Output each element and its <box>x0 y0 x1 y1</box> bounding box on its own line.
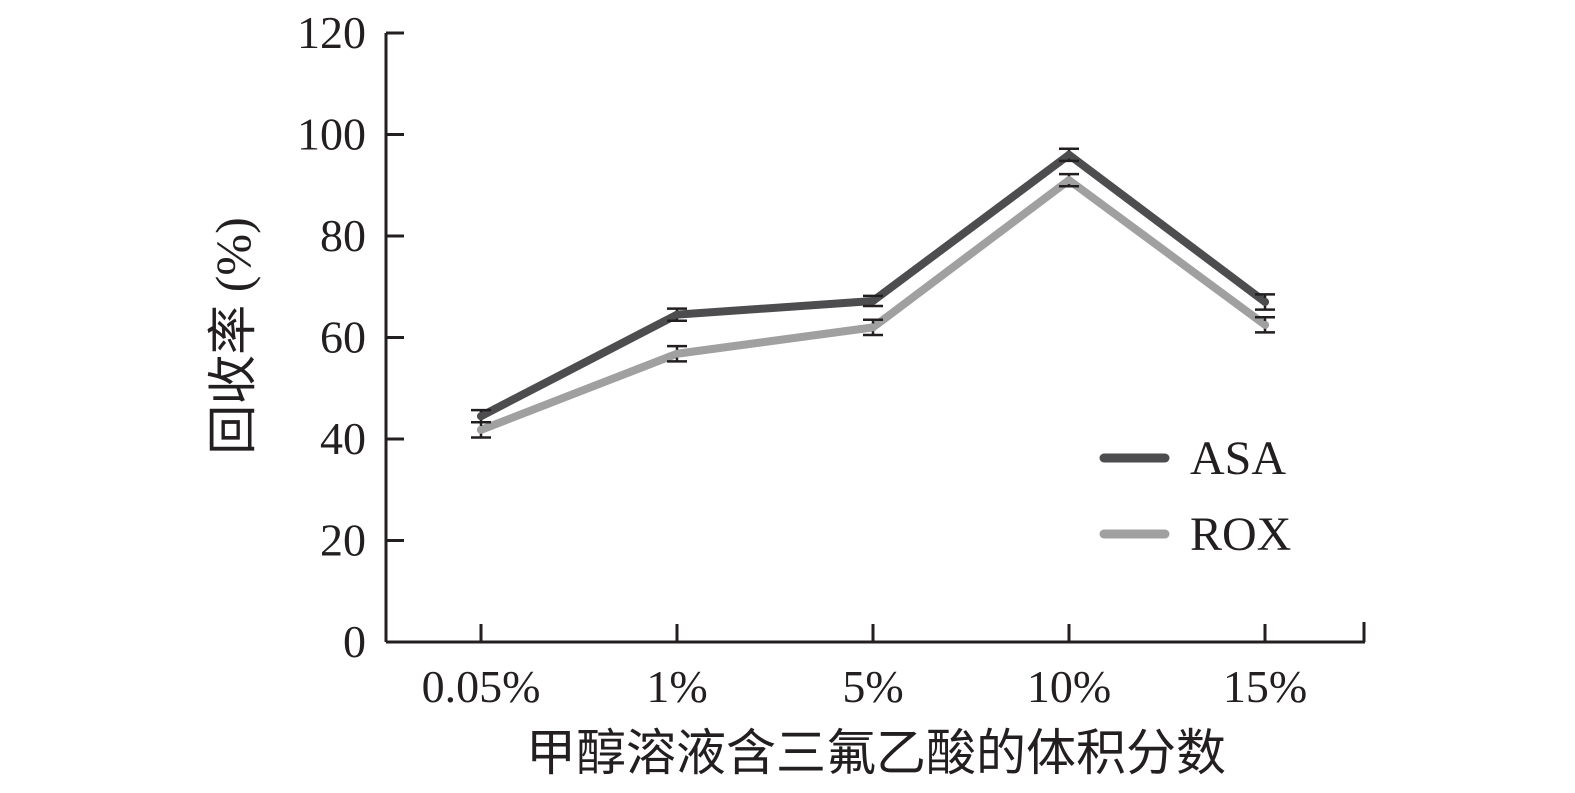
series-line-asa <box>477 150 1269 421</box>
data-point <box>1065 150 1073 159</box>
x-ticks: 0.05% 1% 5% 10% 15% <box>422 624 1307 712</box>
y-tick-label: 60 <box>320 312 366 363</box>
x-tick-label: 10% <box>1027 661 1111 712</box>
legend-label-rox: ROX <box>1190 508 1291 561</box>
x-tick-label: 15% <box>1223 661 1307 712</box>
y-tick-label: 0 <box>343 616 366 667</box>
y-ticks: 0 20 40 60 80 100 120 <box>297 7 404 667</box>
y-tick-label: 100 <box>297 109 366 160</box>
x-tick-label: 0.05% <box>422 661 541 712</box>
legend-label-asa: ASA <box>1190 432 1286 485</box>
y-tick-label: 20 <box>320 515 366 566</box>
y-tick-label: 120 <box>297 7 366 58</box>
data-point <box>673 310 681 319</box>
data-point <box>477 425 485 434</box>
data-point <box>673 349 681 358</box>
data-point <box>1065 176 1073 185</box>
x-tick-label: 5% <box>842 661 903 712</box>
series-layer <box>471 147 1275 439</box>
series-asa <box>471 147 1275 424</box>
data-point <box>869 296 877 305</box>
data-point <box>869 323 877 332</box>
x-axis-title: 甲醇溶液含三氟乙酸的体积分数 <box>526 725 1226 781</box>
y-tick-label: 80 <box>320 210 366 261</box>
data-point <box>1261 297 1269 306</box>
y-axis-title: 回收率 (%) <box>205 217 261 454</box>
y-tick-label: 40 <box>320 413 366 464</box>
x-tick-label: 1% <box>646 661 707 712</box>
legend: ASA ROX <box>1099 432 1291 561</box>
data-point <box>1261 320 1269 329</box>
data-point <box>477 412 485 421</box>
